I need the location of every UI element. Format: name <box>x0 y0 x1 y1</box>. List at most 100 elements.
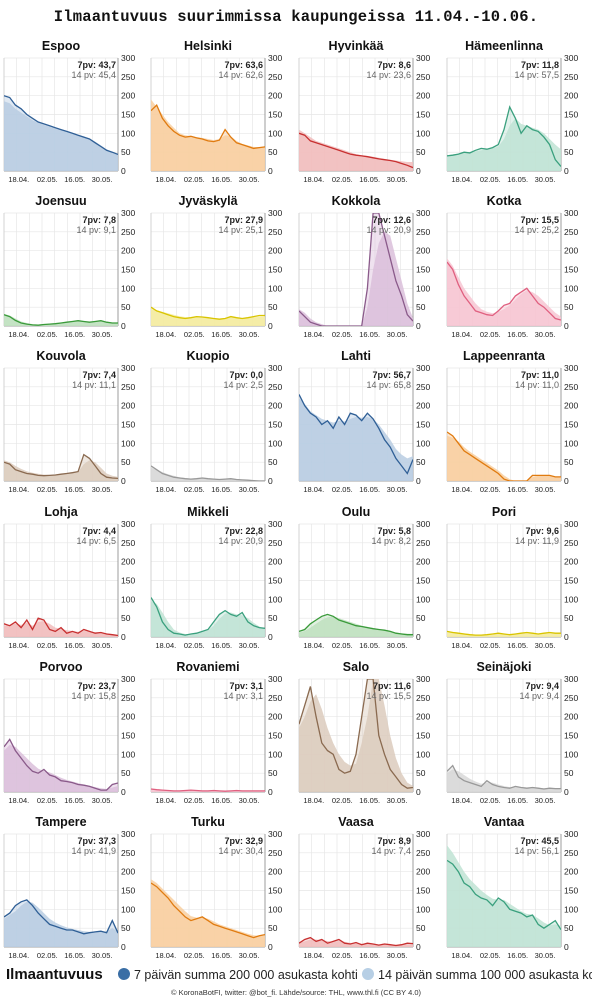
y-tick-label: 0 <box>268 321 273 331</box>
x-tick-label: 18.04. <box>155 796 176 805</box>
y-tick-label: 0 <box>121 321 126 331</box>
series-7d-line <box>4 314 118 326</box>
y-tick-label: 0 <box>416 787 421 797</box>
x-tick-label: 30.05. <box>535 175 556 184</box>
series-7d-area <box>447 107 561 171</box>
x-tick-label: 02.05. <box>37 485 58 494</box>
panel-turku: Turku 0 50 100 150 200 250 300 7pv: 32,914 pv: 3… <box>150 815 282 960</box>
y-tick-label: 250 <box>268 382 282 392</box>
y-tick-label: 50 <box>416 457 426 467</box>
panel-hämeenlinna: Hämeenlinna 0 50 100 150 200 250 300 7pv: 11,814… <box>446 39 578 184</box>
y-tick-label: 50 <box>268 457 278 467</box>
label-14d: 14 pv: 15,8 <box>71 691 116 701</box>
x-tick-label: 16.05. <box>64 641 85 650</box>
x-tick-label: 16.05. <box>211 796 232 805</box>
panel-tampere: Tampere 0 50 100 150 200 250 300 7pv: 37,314 pv:… <box>3 815 135 960</box>
panel-title: Joensuu <box>35 194 86 208</box>
panel-title: Lappeenranta <box>463 349 546 363</box>
label-7d: 7pv: 7,4 <box>82 370 116 380</box>
x-tick-label: 30.05. <box>92 796 113 805</box>
label-14d: 14 pv: 6,5 <box>76 536 116 546</box>
y-tick-label: 300 <box>121 53 135 63</box>
y-tick-label: 150 <box>564 731 578 741</box>
series-7d-line <box>299 394 413 475</box>
series-14d-area <box>4 744 118 792</box>
panel-title: Hämeenlinna <box>465 39 544 53</box>
panel-mikkeli: Mikkeli 0 50 100 150 200 250 300 7pv: 22,814 pv:… <box>150 505 282 650</box>
series-7d-area <box>151 465 265 481</box>
x-tick-label: 18.04. <box>155 485 176 494</box>
y-tick-label: 200 <box>121 557 135 567</box>
y-tick-label: 250 <box>564 382 578 392</box>
series-14d-area <box>4 621 118 637</box>
y-tick-label: 100 <box>416 128 430 138</box>
series-7d-line <box>299 679 413 789</box>
y-tick-label: 50 <box>564 613 574 623</box>
panel-title: Seinäjoki <box>477 660 532 674</box>
x-tick-label: 02.05. <box>480 330 501 339</box>
series-7d-area <box>151 105 265 171</box>
series-14d-area <box>447 118 561 171</box>
y-tick-label: 0 <box>564 787 569 797</box>
y-tick-label: 300 <box>564 208 578 218</box>
panel-title: Kokkola <box>332 194 382 208</box>
y-tick-label: 200 <box>268 401 282 411</box>
panel-title: Espoo <box>42 39 81 53</box>
x-tick-label: 16.05. <box>507 796 528 805</box>
x-tick-label: 02.05. <box>480 175 501 184</box>
y-tick-label: 0 <box>564 942 569 952</box>
label-14d: 14 pv: 9,1 <box>76 225 116 235</box>
x-tick-label: 16.05. <box>507 641 528 650</box>
y-tick-label: 100 <box>564 128 578 138</box>
y-tick-label: 300 <box>416 363 430 373</box>
series-7d-area <box>299 394 413 481</box>
x-tick-label: 02.05. <box>480 641 501 650</box>
y-tick-label: 150 <box>564 420 578 430</box>
label-7d: 7pv: 11,0 <box>521 370 559 380</box>
y-tick-label: 150 <box>268 886 282 896</box>
label-14d: 14 pv: 25,2 <box>514 225 559 235</box>
x-tick-label: 02.05. <box>332 641 353 650</box>
panel-title: Lohja <box>44 505 78 519</box>
y-tick-label: 150 <box>416 420 430 430</box>
y-tick-label: 50 <box>564 923 574 933</box>
y-tick-label: 200 <box>416 557 430 567</box>
label-14d: 14 pv: 3,1 <box>223 691 263 701</box>
series-7d-area <box>151 307 265 326</box>
y-tick-label: 0 <box>268 166 273 176</box>
y-tick-label: 50 <box>268 613 278 623</box>
panel-helsinki: Helsinki 0 50 100 150 200 250 300 7pv: 63,614 pv… <box>150 39 282 184</box>
series-14d-area <box>299 398 413 481</box>
panel-title: Kuopio <box>186 349 229 363</box>
y-tick-label: 0 <box>121 787 126 797</box>
panel-jyväskylä: Jyväskylä 0 50 100 150 200 250 300 7pv: 27,914 p… <box>150 194 282 339</box>
panel-espoo: Espoo 0 50 100 150 200 250 300 7pv: 43,714 pv: 4… <box>3 39 135 184</box>
y-tick-label: 200 <box>564 557 578 567</box>
x-tick-label: 30.05. <box>387 796 408 805</box>
y-tick-label: 100 <box>268 283 282 293</box>
y-tick-label: 0 <box>121 166 126 176</box>
x-tick-label: 18.04. <box>8 951 29 960</box>
label-7d: 7pv: 4,4 <box>82 526 116 536</box>
x-tick-label: 18.04. <box>155 951 176 960</box>
x-tick-label: 30.05. <box>92 175 113 184</box>
x-tick-label: 18.04. <box>451 951 472 960</box>
page-title: Ilmaantuvuus suurimmissa kaupungeissa 11… <box>53 8 539 26</box>
y-tick-label: 300 <box>268 829 282 839</box>
x-tick-label: 16.05. <box>64 796 85 805</box>
y-tick-label: 250 <box>416 382 430 392</box>
y-tick-label: 0 <box>268 787 273 797</box>
y-tick-label: 200 <box>268 712 282 722</box>
x-tick-label: 30.05. <box>92 485 113 494</box>
x-tick-label: 30.05. <box>535 485 556 494</box>
label-14d: 14 pv: 65,8 <box>366 380 411 390</box>
x-tick-label: 02.05. <box>480 796 501 805</box>
legend-14d-dot <box>362 968 374 980</box>
series-7d-line <box>447 431 561 481</box>
y-tick-label: 200 <box>268 91 282 101</box>
y-tick-label: 200 <box>121 91 135 101</box>
y-tick-label: 100 <box>121 128 135 138</box>
series-7d-line <box>151 103 265 150</box>
y-tick-label: 0 <box>564 476 569 486</box>
x-tick-label: 18.04. <box>451 485 472 494</box>
